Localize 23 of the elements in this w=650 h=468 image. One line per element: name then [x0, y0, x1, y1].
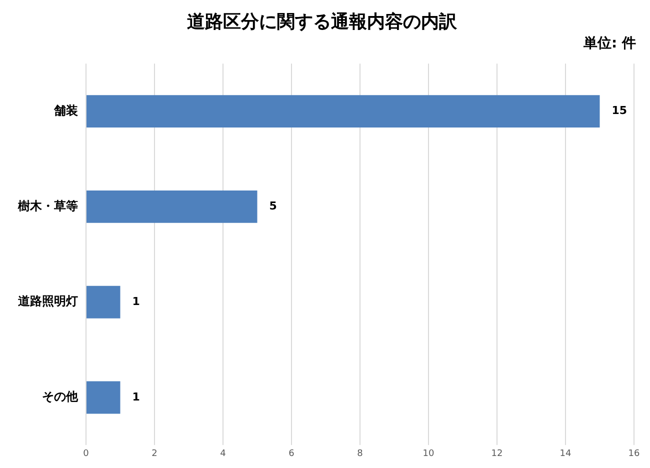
x-tick-label: 0 [83, 448, 90, 459]
x-tick-label: 12 [491, 448, 503, 459]
x-tick-label: 6 [288, 448, 295, 459]
x-tick-label: 8 [357, 448, 364, 459]
x-tick-label: 2 [152, 448, 158, 459]
bar [86, 190, 258, 223]
bar [86, 95, 600, 128]
data-label: 5 [269, 200, 277, 213]
x-tick-label: 4 [220, 448, 226, 459]
y-tick-label: 舗装 [53, 103, 79, 118]
y-tick-label: 道路照明灯 [17, 294, 78, 308]
y-tick-label: 樹木・草等 [17, 198, 78, 213]
chart-title: 道路区分に関する通報内容の内訳 [187, 11, 458, 32]
data-label: 1 [132, 294, 140, 308]
x-tick-label: 16 [628, 448, 640, 459]
bar [86, 381, 120, 414]
text: 単位: 件 [582, 36, 636, 52]
x-tick-label: 10 [422, 448, 434, 459]
data-label: 15 [612, 104, 628, 118]
data-label: 1 [132, 390, 140, 404]
bar [86, 286, 120, 318]
y-tick-label: その他 [42, 390, 79, 404]
x-tick-label: 14 [560, 448, 572, 459]
